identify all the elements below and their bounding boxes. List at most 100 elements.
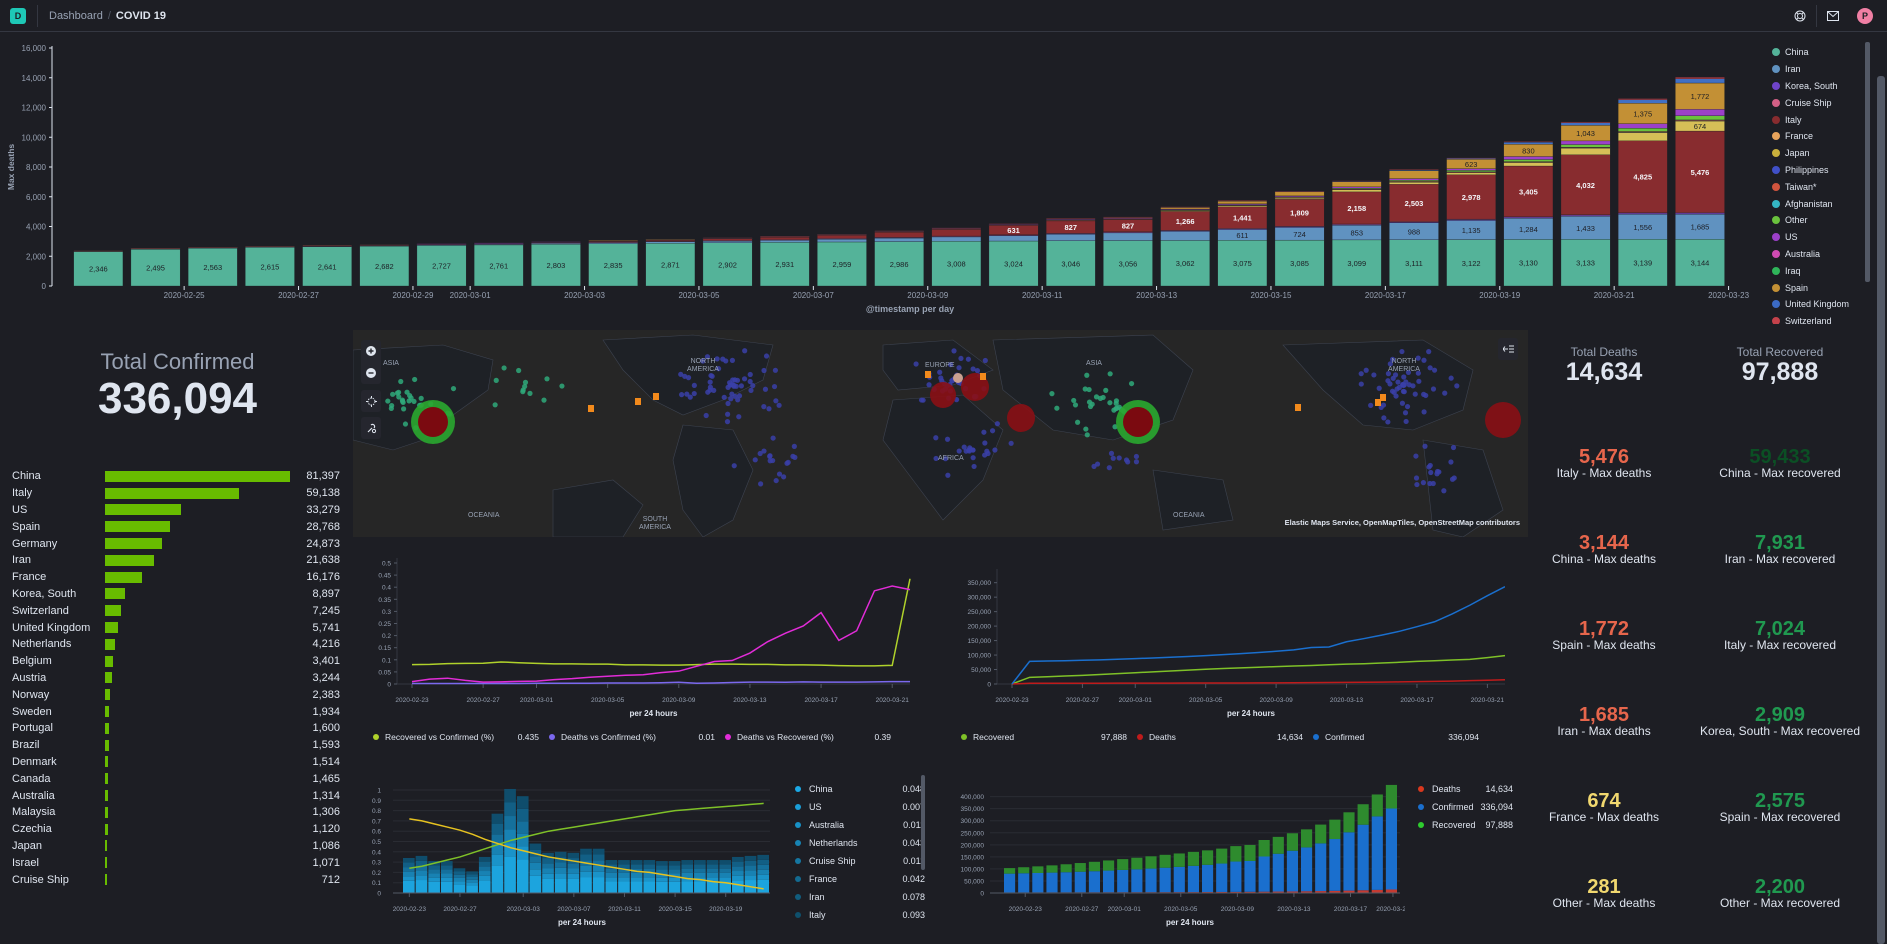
help-icon[interactable]: [1784, 0, 1816, 32]
legend-item[interactable]: Afghanistan: [1772, 195, 1872, 212]
zoom-in-button[interactable]: [361, 340, 381, 362]
y-tick-label: 0.4: [372, 849, 381, 856]
legend-dot-icon: [1772, 98, 1780, 107]
legend-item[interactable]: Korea, South: [1772, 78, 1872, 95]
bar-segment: [1004, 868, 1016, 874]
draw-tool-button[interactable]: [361, 417, 381, 439]
total-confirmed-label: Total Confirmed: [100, 349, 255, 374]
plus-icon: [366, 346, 376, 356]
bar-segment: [554, 862, 567, 868]
bar-segment: [403, 862, 415, 868]
country-legend-scrollbar[interactable]: [921, 775, 925, 870]
legend-item[interactable]: United Kingdom: [1772, 296, 1872, 313]
map-data-point: [982, 452, 988, 458]
y-tick-label: 100,000: [968, 653, 992, 660]
legend-item[interactable]: Netherlands 0.043: [795, 834, 925, 852]
bar-value-label: 1,441: [1233, 214, 1252, 223]
country-value: 3,244: [312, 671, 340, 684]
x-tick-label: 2020-03-13: [1330, 697, 1364, 704]
legend-item[interactable]: Deaths 14,634: [1137, 732, 1303, 742]
user-avatar[interactable]: P: [1857, 8, 1873, 24]
world-map[interactable]: ASIA NORTH AMERICA EUROPE ASIA AFRICA OC…: [353, 330, 1528, 537]
legend-item[interactable]: Deaths 14,634: [1418, 780, 1513, 798]
bar-segment: [1244, 844, 1256, 861]
legend-value: 0.042: [902, 874, 925, 884]
country-row: US 33,279: [12, 502, 342, 519]
legend-label: Deaths vs Recovered (%): [737, 732, 834, 742]
legend-label: US: [1785, 232, 1798, 243]
y-tick-label: 0: [377, 891, 381, 898]
map-data-point: [982, 440, 988, 446]
bar-segment: [702, 242, 753, 287]
legend-item[interactable]: US: [1772, 229, 1872, 246]
legend-item[interactable]: Australia: [1772, 246, 1872, 263]
legend-item[interactable]: Australia 0.011: [795, 816, 925, 834]
y-tick-label: 0.7: [372, 818, 381, 825]
legend-item[interactable]: Iraq: [1772, 262, 1872, 279]
map-attribution[interactable]: Elastic Maps Service, OpenMapTiles, Open…: [1284, 518, 1520, 527]
country-value: 4,216: [312, 638, 340, 651]
map-data-point: [1392, 372, 1399, 378]
bar-value-label: 3,139: [1633, 259, 1652, 268]
y-tick-label: 0.1: [372, 880, 381, 887]
legend-item[interactable]: France 0.042: [795, 870, 925, 888]
breadcrumb-dashboard[interactable]: Dashboard: [49, 9, 103, 22]
country-bar-track: [105, 739, 295, 751]
map-data-point: [1422, 443, 1428, 449]
legend-item[interactable]: Other: [1772, 212, 1872, 229]
legend-dot-icon: [1772, 165, 1780, 174]
layers-toggle-button[interactable]: [1498, 338, 1518, 360]
legend-item[interactable]: China: [1772, 44, 1872, 61]
x-axis-title: per 24 hours: [558, 918, 607, 927]
bar-segment: [1618, 239, 1668, 287]
legend-dot-icon: [1772, 48, 1780, 57]
legend-item[interactable]: Philippines: [1772, 162, 1872, 179]
map-canvas[interactable]: [353, 330, 1528, 537]
legend-item[interactable]: Cruise Ship: [1772, 94, 1872, 111]
x-tick-label: 2020-02-27: [278, 291, 319, 300]
legend-item[interactable]: Deaths vs Recovered (%) 0.39: [725, 732, 891, 742]
series-line: [1011, 679, 1505, 685]
legend-label: Afghanistan: [1785, 198, 1833, 209]
map-data-point: [951, 348, 957, 354]
map-data-point: [1358, 381, 1364, 387]
mail-icon[interactable]: [1817, 0, 1849, 32]
legend-item[interactable]: US 0.007: [795, 798, 925, 816]
zoom-out-button[interactable]: [361, 362, 381, 384]
legend-item[interactable]: Cruise Ship 0.011: [795, 852, 925, 870]
legend-item[interactable]: France: [1772, 128, 1872, 145]
country-row: Japan 1,086: [12, 838, 342, 855]
legend-scrollbar[interactable]: [1865, 42, 1870, 282]
legend-item[interactable]: Iran 0.078: [795, 888, 925, 906]
legend-item[interactable]: Italy: [1772, 111, 1872, 128]
legend-item[interactable]: Recovered 97,888: [961, 732, 1127, 742]
country-value: 1,071: [312, 856, 340, 869]
bar-segment: [478, 866, 491, 872]
bar-segment: [1503, 159, 1554, 162]
legend-value: 14,634: [1277, 732, 1303, 742]
page-scrollbar[interactable]: [1877, 76, 1885, 944]
legend-item[interactable]: Recovered vs Confirmed (%) 0.435: [373, 732, 539, 742]
legend-item[interactable]: China 0.048: [795, 780, 925, 798]
map-data-point: [541, 397, 547, 403]
legend-item[interactable]: Confirmed 336,094: [1313, 732, 1479, 742]
legend-item[interactable]: Iran: [1772, 61, 1872, 78]
bar-segment: [1301, 847, 1313, 892]
legend-item[interactable]: Spain: [1772, 279, 1872, 296]
legend-label: Deaths: [1149, 732, 1176, 742]
legend-item[interactable]: Deaths vs Confirmed (%) 0.01: [549, 732, 715, 742]
map-data-point: [770, 435, 776, 441]
bar-segment: [1046, 234, 1096, 241]
legend-item[interactable]: Confirmed 336,094: [1418, 798, 1513, 816]
legend-item[interactable]: Recovered 97,888: [1418, 816, 1513, 834]
bar-segment: [744, 865, 757, 871]
legend-item[interactable]: Japan: [1772, 145, 1872, 162]
legend-item[interactable]: Switzerland: [1772, 313, 1872, 324]
app-logo[interactable]: D: [10, 7, 26, 24]
fit-to-data-button[interactable]: [361, 390, 381, 412]
bar-segment: [491, 834, 504, 845]
legend-item[interactable]: Taiwan*: [1772, 178, 1872, 195]
legend-item[interactable]: Italy 0.093: [795, 906, 925, 924]
y-tick-label: 12,000: [22, 104, 47, 113]
legend-dot-icon: [1772, 115, 1780, 124]
